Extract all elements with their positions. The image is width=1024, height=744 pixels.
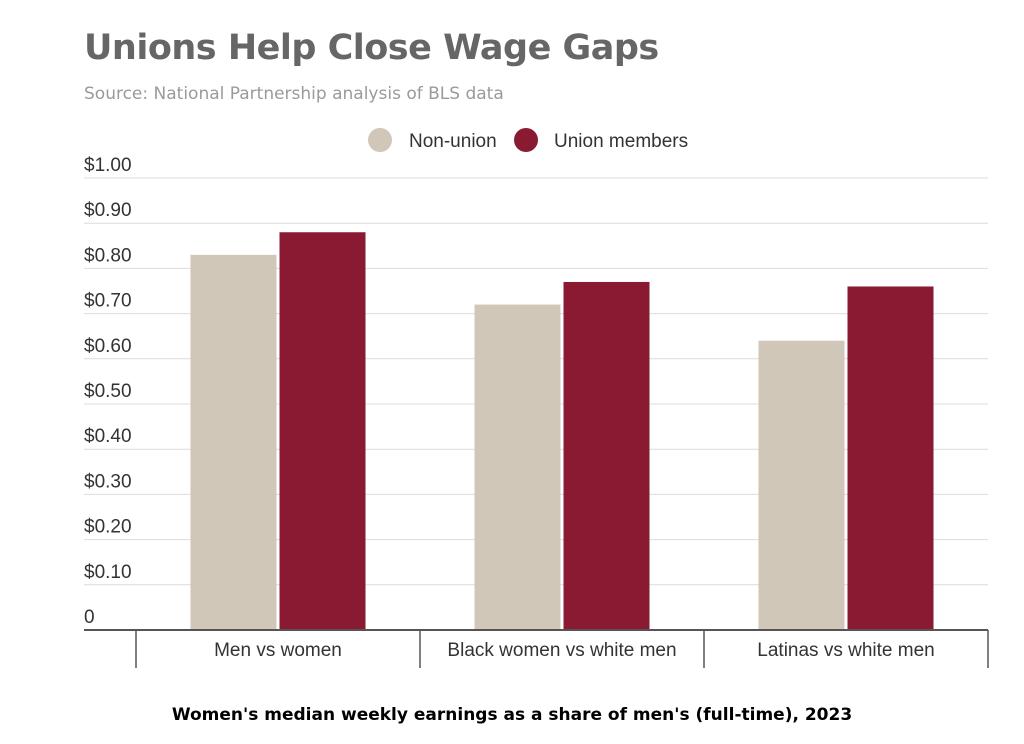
- bar: [758, 340, 845, 630]
- chart-subtitle: Source: National Partnership analysis of…: [84, 84, 504, 104]
- y-tick-label: $0.60: [84, 336, 132, 357]
- bar: [563, 281, 650, 630]
- chart-title: Unions Help Close Wage Gaps: [84, 28, 659, 68]
- legend-swatch: [514, 128, 538, 152]
- y-tick-label: $0.40: [84, 426, 132, 447]
- legend-label: Union members: [554, 131, 688, 152]
- y-tick-label: $0.80: [84, 245, 132, 266]
- bar-chart: 0 $0.10 $0.20 $0.30 $0.40 $0.50 $0.60 $0.70 $0.8…: [84, 128, 989, 668]
- y-tick-label: $0.20: [84, 517, 132, 538]
- y-tick-label: $0.50: [84, 381, 132, 402]
- bar: [279, 232, 366, 631]
- y-tick-label: $0.90: [84, 200, 132, 221]
- y-tick-label: $0.70: [84, 291, 132, 312]
- y-tick-label: $0.10: [84, 562, 132, 583]
- y-tick-label: $1.00: [84, 155, 132, 176]
- y-tick-label: 0: [84, 607, 95, 628]
- legend-label: Non-union: [409, 131, 497, 152]
- x-axis-label: Women's median weekly earnings as a shar…: [171, 705, 853, 725]
- x-tick-label: Men vs women: [214, 640, 342, 661]
- bar: [847, 286, 934, 630]
- bar: [190, 254, 277, 630]
- legend-swatch: [368, 128, 392, 152]
- x-tick-label: Black women vs white men: [447, 640, 676, 661]
- x-tick-label: Latinas vs white men: [757, 640, 934, 661]
- bar: [474, 304, 561, 630]
- y-tick-label: $0.30: [84, 471, 132, 492]
